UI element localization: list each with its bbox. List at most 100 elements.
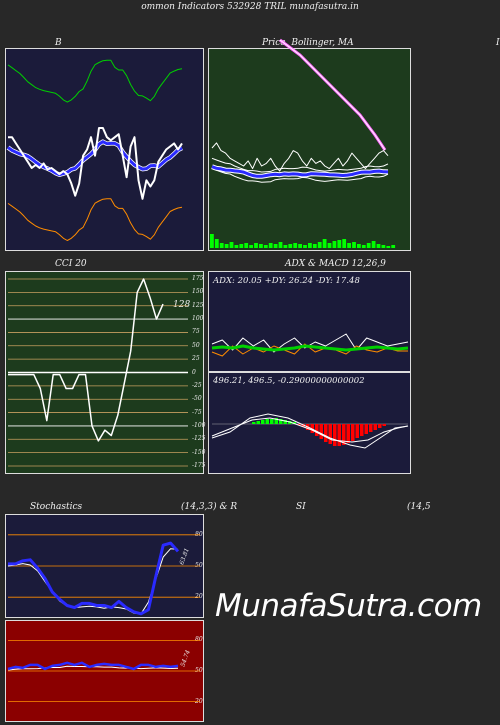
macd-histogram-bar [378,424,382,428]
rsi-tick-label: 50 [195,667,203,674]
macd-histogram-bar [328,424,332,444]
macd-histogram-bar [342,424,346,445]
macd-histogram-bar [337,424,341,446]
macd-histogram-bar [252,422,256,424]
cci-tick-label: 100 [192,315,204,323]
stochastics-panel-title: Stochastics [30,502,83,512]
volume-bar [288,244,293,248]
cci-tick-label: 25 [192,355,200,363]
price-panel-title: Price, Bollinger, MA [262,38,354,48]
volume-bar [322,239,327,248]
macd-histogram-bar [288,421,292,424]
volume-bar [229,242,234,248]
volume-bar [342,239,347,248]
rsi-tick-label: 80 [195,636,203,644]
cci-line [8,278,164,442]
price-panel [208,48,411,251]
macd-line [211,413,409,449]
volume-bar [366,243,371,248]
macd-histogram-bar [382,424,386,426]
adx-macd-panel-title: ADX & MACD 12,26,9 [285,259,386,269]
macd-histogram-bar [265,419,269,424]
adx-line [211,344,409,352]
volume-bar [347,243,351,248]
bollinger-upper-band [7,59,183,103]
plus-dy-line [211,333,409,353]
cci-panel-title: CCI 20 [55,259,87,269]
macd-histogram-bar [292,422,296,424]
volume-bar [278,242,283,248]
stochastics-tick-label: 20 [195,593,203,601]
volume-bar [357,244,361,248]
cci-tick-label: -50 [192,395,202,403]
cci-tick-label: -175 [192,462,206,469]
cci-tick-label: 150 [192,288,204,296]
volume-bar [268,243,273,248]
cci-tick-label: -150 [192,448,206,456]
rsi-line [7,661,179,671]
volume-bar [361,245,366,248]
stochastics-tick-label: 50 [195,562,203,569]
cci-tick-label: -75 [192,408,202,416]
volume-bar [273,244,278,248]
macd-signal-line [211,417,409,443]
macd-histogram-bar [360,424,364,436]
volume-bar [337,240,342,248]
rsi-panel-params: (14,5 [407,502,431,512]
adx-panel [208,271,411,372]
volume-bar [327,243,332,248]
cci-tick-label: 125 [192,301,204,309]
volume-bar [214,239,219,248]
cci-tick-label: 75 [192,328,200,336]
macd-histogram-bar [364,424,368,434]
macd-histogram-bar [283,420,287,424]
price-band-lower [211,168,389,183]
macd-histogram-bar [279,419,283,424]
volume-bar [298,244,302,248]
volume-bar [254,243,258,248]
volume-bar [249,245,253,248]
volume-bar [371,241,376,248]
bollinger-lower-band [7,198,183,241]
cci-tick-label: -100 [192,421,206,429]
macd-histogram-bar [333,424,337,446]
volume-bar [210,234,214,248]
cci-tick-label: 0 [192,368,196,376]
price-panel-right-stub: I [496,38,500,48]
macd-histogram-bar [351,424,355,441]
cci-tick-label: -125 [192,435,206,443]
macd-histogram-bar [346,424,350,443]
price-close-line [211,142,389,172]
bollinger-price-line [8,127,183,200]
rsi-panel-title: SI [296,502,306,512]
volume-bar [244,243,249,248]
volume-bar [376,244,381,248]
cci-last-value: 128 [173,300,191,310]
stochastics-tick-label: 80 [195,530,203,538]
macd-histogram-bar [319,424,323,439]
watermark: MunafaSutra.com [215,588,482,624]
adx-values-text: ADX: 20.05 +DY: 26.24 -DY: 17.48 [213,276,360,286]
macd-histogram-bar [373,424,377,430]
bollinger-panel-title: B [55,38,62,48]
volume-bar [352,242,356,248]
price-band-upper [211,157,389,173]
volume-bar [381,245,386,248]
volume-bar [332,241,337,248]
page-title: ommon Indicators 532928 TRIL munafasutra… [141,2,359,12]
stochastics-panel-params: (14,3,3) & R [181,502,238,512]
price-trend-line-inner [279,39,386,151]
macd-panel [208,372,411,474]
volume-bar [293,243,298,248]
cci-tick-label: 175 [192,275,204,282]
volume-bar [283,245,288,248]
stochastics-k-line [8,541,180,616]
volume-bar [312,244,317,248]
volume-bar [224,244,229,248]
price-ma-line [211,165,389,178]
macd-histogram-bar [270,419,274,424]
rsi-tick-label: 20 [195,697,203,705]
price-trend-line-outer [279,38,387,151]
volume-bar [317,242,322,248]
macd-histogram-bar [324,424,328,442]
